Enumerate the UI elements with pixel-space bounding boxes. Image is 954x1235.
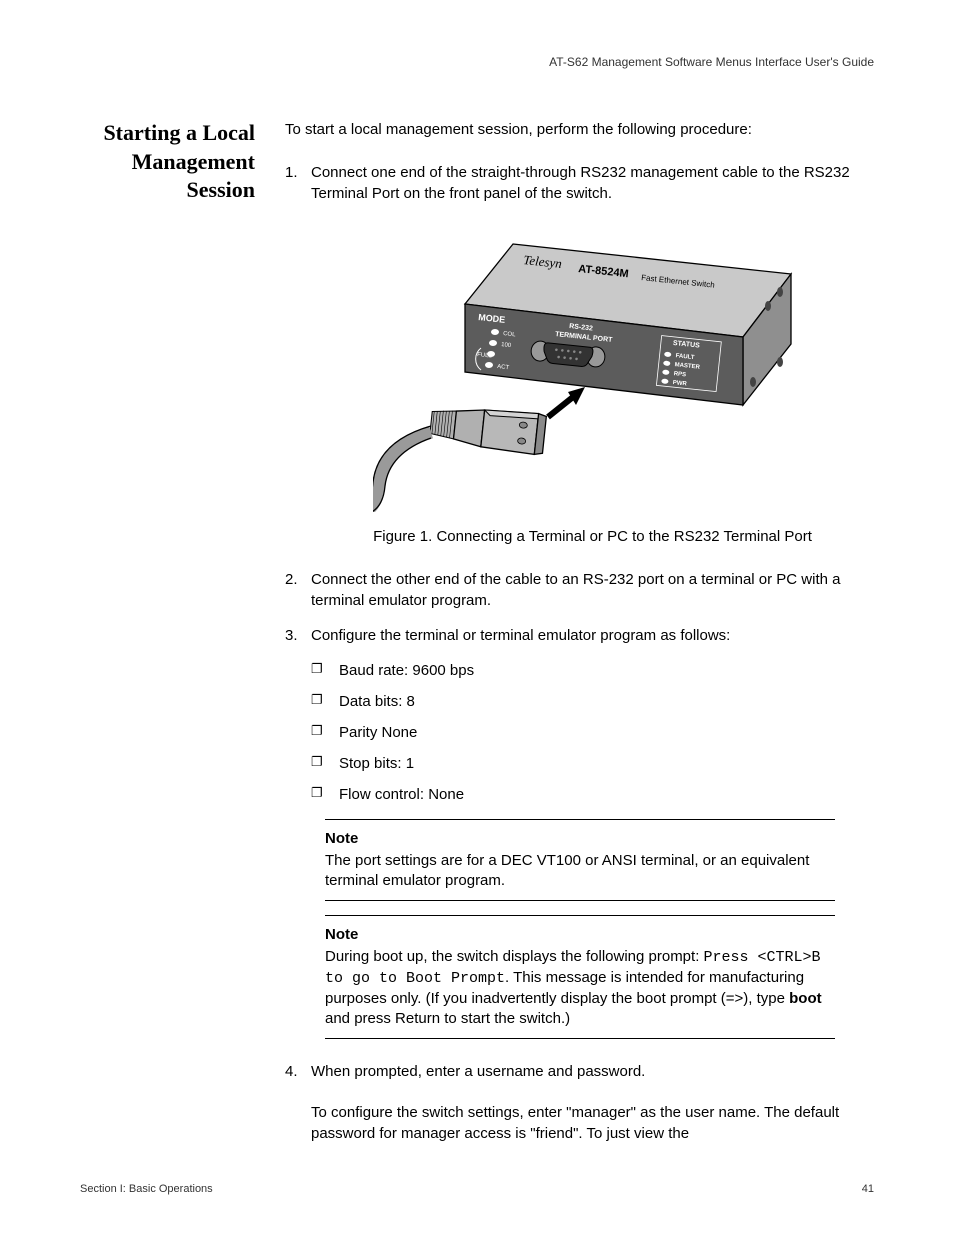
note-label: Note [325,828,835,849]
setting-text: Baud rate: 9600 bps [339,660,474,681]
step-number: 2. [285,569,311,611]
setting-text: Flow control: None [339,784,464,805]
note-2: Note During boot up, the switch displays… [325,915,835,1039]
list-item: ❐ Parity None [311,722,874,743]
note-bold: boot [789,990,821,1007]
step-1: 1. Connect one end of the straight-throu… [285,162,874,204]
led-act-label: ACT [496,364,509,371]
status-rps: RPS [673,371,686,378]
intro-para: To start a local management session, per… [285,119,874,140]
note-pre: During boot up, the switch displays the … [325,948,704,965]
bullet-icon: ❐ [311,753,339,771]
list-item: ❐ Stop bits: 1 [311,753,874,774]
bullet-icon: ❐ [311,660,339,678]
page-header: AT-S62 Management Software Menus Interfa… [80,55,874,69]
step-number: 1. [285,162,311,204]
step-3: 3. Configure the terminal or terminal em… [285,625,874,646]
setting-text: Data bits: 8 [339,691,415,712]
main-column: To start a local management session, per… [285,119,874,1144]
step-text: Connect the other end of the cable to an… [311,569,874,611]
note-label: Note [325,924,835,945]
note-post2: and press Return to start the switch.) [325,1010,570,1027]
step-text: Connect one end of the straight-through … [311,162,874,204]
list-item: ❐ Flow control: None [311,784,874,805]
guide-title: AT-S62 Management Software Menus Interfa… [549,55,874,69]
sidebar: Starting a Local Management Session [80,119,255,1144]
step-4-continue: To configure the switch settings, enter … [311,1102,874,1144]
setting-text: Stop bits: 1 [339,753,414,774]
bullet-icon: ❐ [311,784,339,802]
figure-1: Telesyn AT-8524M Fast Ethernet Switch MO… [311,222,874,512]
content: Starting a Local Management Session To s… [80,119,874,1144]
footer-section: Section I: Basic Operations [80,1183,213,1195]
bullet-icon: ❐ [311,691,339,709]
figure-caption: Figure 1. Connecting a Terminal or PC to… [311,526,874,547]
step-number: 3. [285,625,311,646]
bullet-icon: ❐ [311,722,339,740]
list-item: ❐ Baud rate: 9600 bps [311,660,874,681]
page-number: 41 [862,1183,874,1195]
list-item: ❐ Data bits: 8 [311,691,874,712]
page-footer: Section I: Basic Operations 41 [80,1183,874,1195]
step-4: 4. When prompted, enter a username and p… [285,1061,874,1082]
step-text: When prompted, enter a username and pass… [311,1061,874,1082]
note-text: The port settings are for a DEC VT100 or… [325,851,835,892]
step-number: 4. [285,1061,311,1082]
note-1: Note The port settings are for a DEC VT1… [325,819,835,901]
step-text: Configure the terminal or terminal emula… [311,625,874,646]
led-100-label: 100 [500,342,511,349]
note-text: During boot up, the switch displays the … [325,947,835,1030]
switch-diagram-icon: Telesyn AT-8524M Fast Ethernet Switch MO… [373,222,813,512]
step-2: 2. Connect the other end of the cable to… [285,569,874,611]
setting-text: Parity None [339,722,417,743]
section-heading: Starting a Local Management Session [80,119,255,205]
terminal-settings-list: ❐ Baud rate: 9600 bps ❐ Data bits: 8 ❐ P… [311,660,874,805]
